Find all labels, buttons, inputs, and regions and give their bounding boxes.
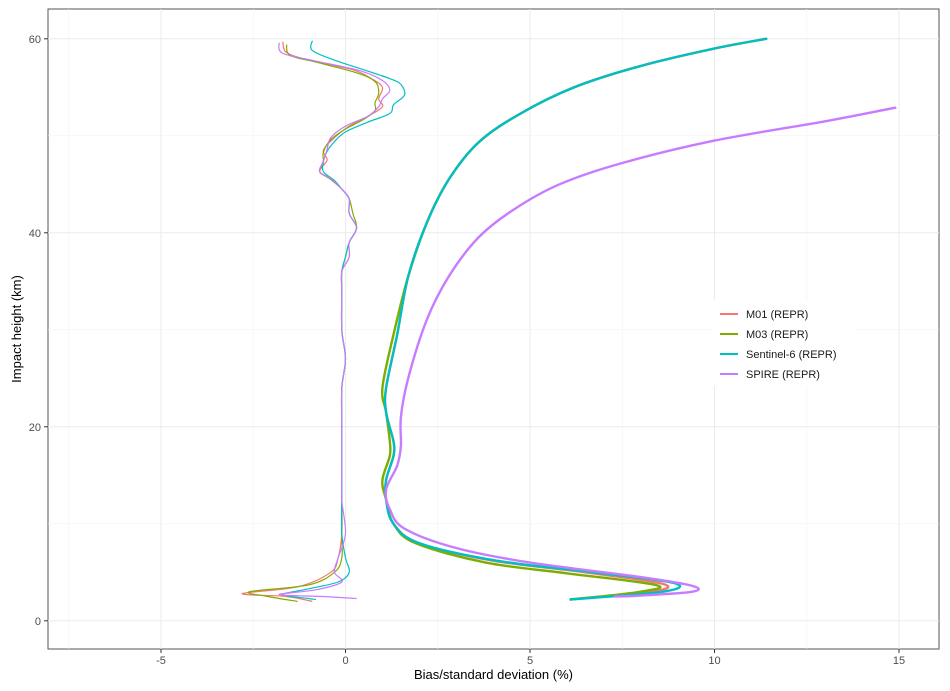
legend-label-3: SPIRE (REPR) <box>746 369 820 381</box>
std-line-3 <box>384 106 897 598</box>
x-axis-title: Bias/standard deviation (%) <box>414 667 573 682</box>
x-tick-label: 15 <box>893 655 905 667</box>
y-tick-label: 60 <box>29 34 41 46</box>
x-tick-label: 10 <box>708 655 720 667</box>
y-tick-label: 40 <box>29 228 41 240</box>
legend: M01 (REPR) M03 (REPR) Sentinel-6 (REPR) SPI… <box>712 300 854 386</box>
series-lines <box>241 37 897 602</box>
x-tick-label: -5 <box>156 655 166 667</box>
bias-line-3 <box>278 42 391 600</box>
y-tick-label: 0 <box>35 616 41 628</box>
std-line-2 <box>383 37 768 601</box>
x-axis-ticks: -5 0 5 10 15 <box>156 649 905 667</box>
y-tick-label: 20 <box>29 422 41 434</box>
y-axis-title: Impact height (km) <box>9 275 24 383</box>
legend-label-0: M01 (REPR) <box>746 309 808 321</box>
x-tick-label: 5 <box>527 655 533 667</box>
legend-label-2: Sentinel-6 (REPR) <box>746 349 836 361</box>
x-tick-label: 0 <box>342 655 348 667</box>
major-gridlines <box>48 9 939 649</box>
legend-label-1: M03 (REPR) <box>746 329 808 341</box>
y-axis-ticks: 0 20 40 60 <box>29 34 48 628</box>
